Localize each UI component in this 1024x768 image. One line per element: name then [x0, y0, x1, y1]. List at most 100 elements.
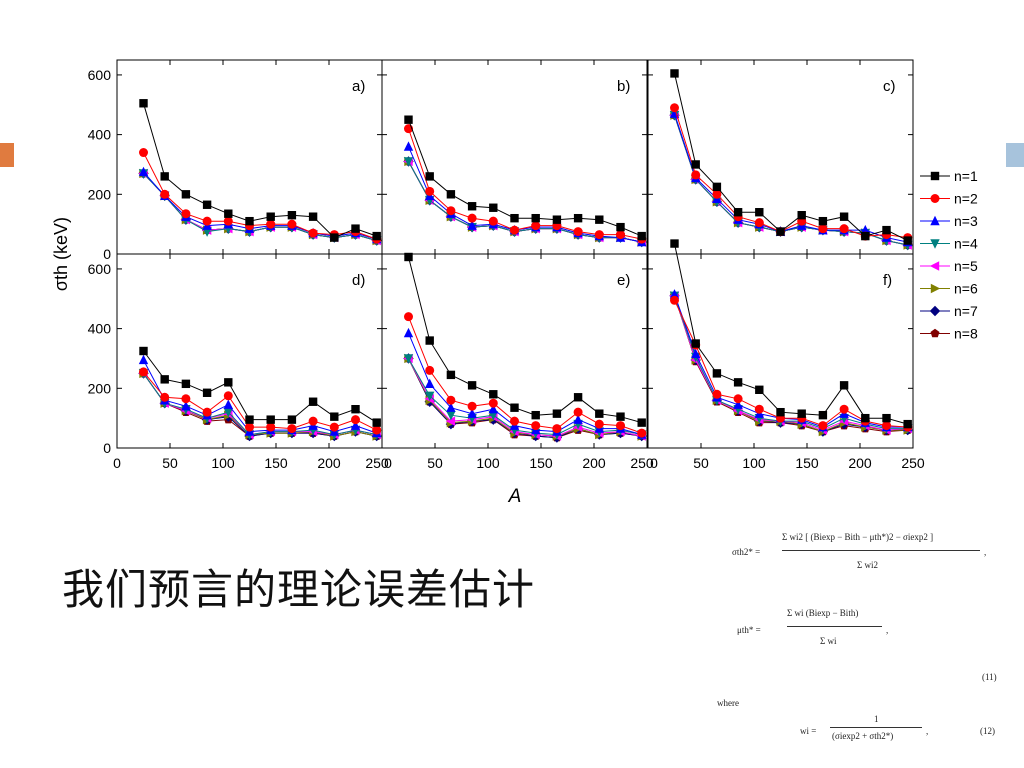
- data-point: [266, 219, 276, 229]
- data-point: [818, 410, 828, 420]
- series-n7: [403, 156, 647, 248]
- series-n2: [139, 367, 382, 435]
- data-point: [160, 392, 170, 402]
- series-n2: [670, 295, 913, 432]
- data-point: [351, 415, 360, 425]
- data-point: [552, 409, 562, 418]
- data-point: [637, 428, 647, 438]
- data-point: [308, 228, 318, 238]
- panel-e: e): [381, 252, 648, 449]
- data-point: [616, 412, 625, 421]
- data-point: [691, 348, 701, 359]
- data-point: [882, 413, 891, 423]
- data-point: [669, 289, 680, 299]
- data-point: [691, 160, 700, 169]
- series-n7: [138, 368, 382, 442]
- equation-number-12: (12): [980, 726, 995, 736]
- mu-fraction-line: [787, 626, 882, 627]
- data-point: [223, 407, 233, 418]
- data-point: [287, 415, 297, 424]
- legend-label: n=2: [954, 191, 978, 207]
- data-point: [573, 407, 583, 417]
- series-line: [143, 350, 377, 424]
- series-n7: [403, 353, 647, 443]
- data-point: [712, 369, 722, 378]
- data-point: [903, 236, 912, 245]
- data-point: [552, 424, 562, 434]
- legend-label: n=1: [954, 168, 978, 184]
- legend-label: n=6: [954, 281, 978, 297]
- data-point: [670, 239, 679, 248]
- series-n1: [404, 115, 646, 241]
- data-point: [404, 312, 413, 322]
- panel-label: a): [352, 78, 365, 95]
- series-line: [143, 152, 377, 240]
- panel-frame: [647, 59, 914, 255]
- data-point: [573, 227, 583, 237]
- y-tick-label: 600: [88, 67, 112, 83]
- data-point: [755, 385, 764, 394]
- mu-denominator: Σ wi: [820, 636, 837, 646]
- data-point: [637, 418, 646, 427]
- data-point: [403, 157, 414, 167]
- legend-label: n=5: [954, 258, 978, 274]
- x-tick-label: 150: [795, 455, 819, 471]
- data-point: [733, 394, 743, 404]
- panel-label: b): [617, 78, 630, 95]
- data-point: [160, 189, 170, 199]
- series-line: [674, 73, 908, 242]
- data-point: [181, 401, 191, 411]
- series-line: [674, 115, 908, 246]
- series-line: [674, 115, 908, 246]
- data-point: [903, 419, 912, 429]
- legend-item-n8: n=8: [920, 326, 978, 342]
- series-n3: [403, 327, 647, 439]
- data-point: [489, 390, 498, 399]
- series-line: [674, 115, 908, 246]
- data-point: [181, 190, 191, 199]
- data-point: [467, 202, 477, 211]
- data-point: [467, 220, 477, 230]
- data-point: [839, 381, 849, 390]
- data-point: [202, 388, 212, 397]
- data-point: [691, 339, 700, 348]
- data-point: [573, 213, 583, 223]
- data-point: [637, 231, 646, 241]
- series-line: [408, 256, 642, 424]
- panel-frame: [381, 59, 648, 255]
- w-comma: ,: [926, 726, 929, 736]
- data-point: [594, 230, 604, 240]
- data-point: [552, 215, 562, 224]
- data-point: [223, 391, 233, 401]
- data-point: [573, 393, 583, 402]
- data-point: [330, 412, 339, 421]
- panel-label: d): [352, 272, 365, 289]
- series-line: [408, 358, 642, 439]
- mu-numerator: Σ wi (Biexp − Bith): [787, 608, 859, 618]
- series-n3: [138, 354, 382, 438]
- panel-f: f): [647, 239, 914, 449]
- data-point: [595, 409, 604, 418]
- data-point: [712, 182, 722, 192]
- data-point: [425, 186, 435, 196]
- data-point: [404, 252, 413, 262]
- series-n2: [670, 103, 913, 243]
- series-n4: [403, 354, 647, 440]
- data-point: [861, 231, 870, 241]
- series-n8: [139, 368, 382, 440]
- data-point: [882, 225, 891, 235]
- data-point: [488, 404, 498, 414]
- data-point: [510, 403, 519, 412]
- data-point: [616, 230, 625, 240]
- panel-a: a): [116, 59, 383, 255]
- y-tick-label: 200: [88, 186, 112, 202]
- sigma-lhs: σth2* =: [732, 547, 761, 557]
- legend-item-n2: n=2: [920, 191, 978, 207]
- data-point: [224, 378, 233, 387]
- x-tick-label: 0: [650, 455, 658, 471]
- x-tick-label: 100: [211, 455, 235, 471]
- panel-d: d): [116, 253, 383, 449]
- data-point: [797, 409, 806, 418]
- data-point: [488, 398, 498, 408]
